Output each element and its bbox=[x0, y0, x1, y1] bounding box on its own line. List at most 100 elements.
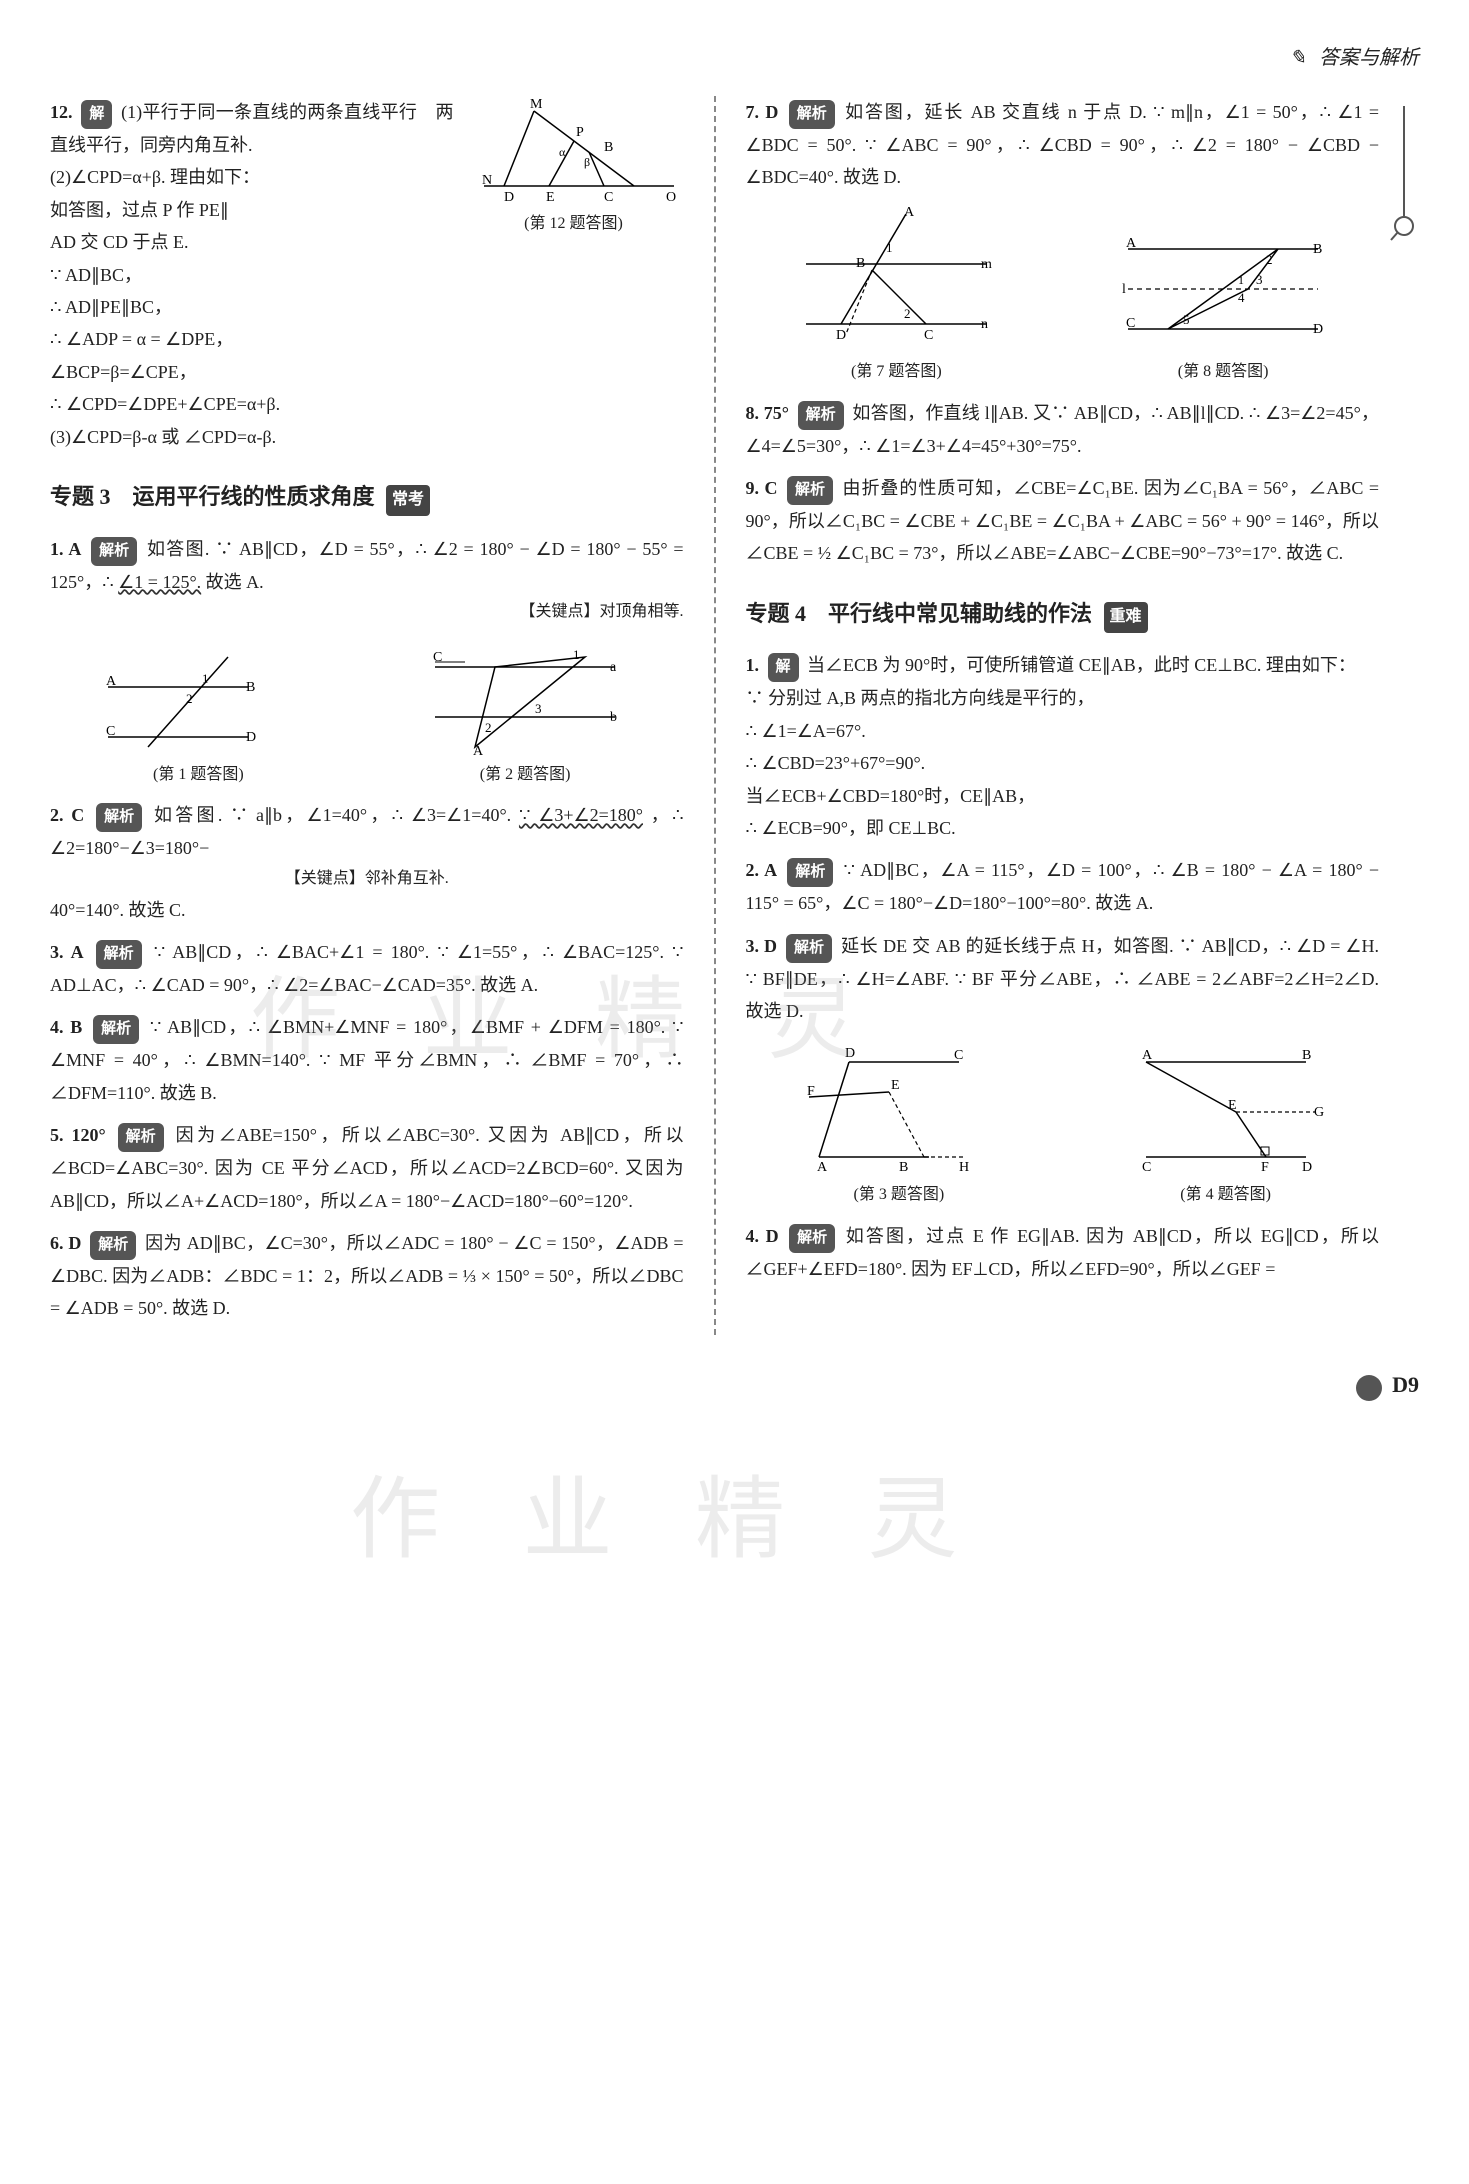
figure-q3r: D C F E A B H (第 3 题答图) bbox=[789, 1037, 1009, 1210]
section-title-3: 专题 3 运用平行线的性质求角度 常考 bbox=[50, 477, 684, 517]
analysis-tag: 解析 bbox=[96, 803, 142, 832]
q6: 6. D 解析 因为 AD∥BC，∠C=30°，所以∠ADC = 180° − … bbox=[50, 1227, 684, 1325]
figure-q4r: A B E G C F D (第 4 题答图) bbox=[1116, 1037, 1336, 1210]
svg-text:D: D bbox=[1313, 322, 1323, 337]
text: ∴ ∠ADP = α = ∠DPE， bbox=[50, 323, 684, 355]
disc-icon bbox=[1356, 1375, 1382, 1401]
svg-text:a: a bbox=[610, 660, 617, 675]
text-wavy: ∠1 = 125°. bbox=[118, 572, 201, 592]
text: ∵ AB∥CD，∴ ∠BAC+∠1 = 180°. ∵ ∠1=55°，∴ ∠BA… bbox=[50, 942, 684, 995]
svg-text:b: b bbox=[610, 710, 617, 725]
key-icon bbox=[1389, 106, 1419, 256]
svg-text:C: C bbox=[954, 1048, 963, 1063]
analysis-tag: 解析 bbox=[96, 940, 142, 969]
svg-text:B: B bbox=[246, 680, 255, 695]
item-number: 2. A bbox=[746, 860, 778, 880]
q7: 7. D 解析 如答图，延长 AB 交直线 n 于点 D. ∵ m∥n，∠1 =… bbox=[746, 96, 1380, 387]
text: ∴ AD∥PE∥BC， bbox=[50, 291, 454, 323]
svg-text:B: B bbox=[1313, 242, 1322, 257]
text: 如答图，过点 E 作 EG∥AB. 因为 AB∥CD，所以 EG∥CD，所以∠G… bbox=[746, 1226, 1380, 1279]
svg-text:E: E bbox=[891, 1078, 900, 1093]
q5: 5. 120° 解析 因为∠ABE=150°，所以∠ABC=30°. 又因为 A… bbox=[50, 1119, 684, 1217]
item-number: 7. D bbox=[746, 102, 779, 122]
text: 因为 AD∥BC，∠C=30°，所以∠ADC = 180° − ∠C = 150… bbox=[50, 1233, 684, 1318]
text: 由折叠的性质可知，∠CBE=∠C₁BE. 因为∠C₁BA = 56°，∠ABC … bbox=[746, 478, 1380, 563]
text: ∴ ∠ECB=90°，即 CE⊥BC. bbox=[746, 812, 1380, 844]
item-number: 8. 75° bbox=[746, 403, 789, 423]
q2: 2. C 解析 如答图. ∵ a∥b，∠1=40°，∴ ∠3=∠1=40°. ∵… bbox=[50, 799, 684, 926]
q1r: 1. 解 当∠ECB 为 90°时，可使所铺管道 CE∥AB，此时 CE⊥BC.… bbox=[746, 649, 1380, 844]
text: ∠BCP=β=∠CPE， bbox=[50, 356, 684, 388]
svg-text:B: B bbox=[856, 256, 865, 271]
svg-text:D: D bbox=[836, 328, 846, 343]
right-column: 7. D 解析 如答图，延长 AB 交直线 n 于点 D. ∵ m∥n，∠1 =… bbox=[746, 96, 1380, 1335]
section-badge: 常考 bbox=[386, 485, 430, 516]
svg-text:D: D bbox=[1302, 1160, 1312, 1175]
svg-text:C: C bbox=[1126, 316, 1135, 331]
analysis-tag: 解析 bbox=[787, 476, 833, 505]
svg-text:G: G bbox=[1314, 1105, 1324, 1120]
figure-caption: (第 2 题答图) bbox=[415, 761, 635, 790]
figure-caption: (第 8 题答图) bbox=[1108, 358, 1338, 387]
q3: 3. A 解析 ∵ AB∥CD，∴ ∠BAC+∠1 = 180°. ∵ ∠1=5… bbox=[50, 936, 684, 1001]
text: (3)∠CPD=β-α 或 ∠CPD=α-β. bbox=[50, 421, 684, 453]
text: ∴ ∠1=∠A=67°. bbox=[746, 715, 1380, 747]
text: ∵ 分别过 A,B 两点的指北方向线是平行的， bbox=[746, 682, 1380, 714]
figure-q2: C a b A 1 3 2 (第 2 题答图) bbox=[415, 637, 635, 790]
svg-text:P: P bbox=[576, 125, 584, 140]
svg-text:B: B bbox=[1302, 1048, 1311, 1063]
figure-q7: A m n B C D 1 2 (第 7 题答图) bbox=[786, 204, 1006, 387]
text: 当∠ECB+∠CBD=180°时，CE∥AB， bbox=[746, 780, 1380, 812]
analysis-tag: 解析 bbox=[118, 1123, 164, 1152]
section-text: 专题 3 运用平行线的性质求角度 bbox=[50, 484, 375, 509]
header-title: 答案与解析 bbox=[1319, 47, 1419, 69]
q9: 9. C 解析 由折叠的性质可知，∠CBE=∠C₁BE. 因为∠C₁BA = 5… bbox=[746, 472, 1380, 570]
svg-text:E: E bbox=[1228, 1098, 1237, 1113]
section-title-4: 专题 4 平行线中常见辅助线的作法 重难 bbox=[746, 594, 1380, 634]
svg-text:2: 2 bbox=[485, 720, 492, 735]
svg-text:α: α bbox=[559, 145, 566, 159]
figure-caption: (第 1 题答图) bbox=[98, 761, 298, 790]
svg-text:β: β bbox=[584, 155, 590, 169]
text: 如答图. ∵ a∥b，∠1=40°，∴ ∠3=∠1=40°. bbox=[154, 805, 519, 825]
svg-text:N: N bbox=[482, 173, 492, 188]
figure-caption: (第 4 题答图) bbox=[1116, 1181, 1336, 1210]
analysis-tag: 解析 bbox=[789, 100, 835, 129]
item-number: 4. D bbox=[746, 1226, 779, 1246]
answer-tag: 解 bbox=[81, 100, 112, 129]
svg-text:A: A bbox=[473, 744, 484, 757]
q3r: 3. D 解析 延长 DE 交 AB 的延长线于点 H，如答图. ∵ AB∥CD… bbox=[746, 930, 1380, 1211]
svg-text:2: 2 bbox=[904, 306, 911, 321]
svg-text:F: F bbox=[807, 1084, 815, 1099]
figure-caption: (第 3 题答图) bbox=[789, 1181, 1009, 1210]
section-badge: 重难 bbox=[1104, 602, 1148, 633]
text: 如答图，过点 P 作 PE∥ bbox=[50, 194, 454, 226]
svg-text:l: l bbox=[1122, 282, 1126, 297]
text: ∵ AD∥BC， bbox=[50, 259, 454, 291]
text-wavy: ∵ ∠3+∠2=180° bbox=[519, 805, 643, 825]
figure-caption: (第 12 题答图) bbox=[464, 210, 684, 239]
svg-text:A: A bbox=[904, 205, 915, 220]
svg-text:C: C bbox=[106, 724, 115, 739]
svg-text:M: M bbox=[530, 97, 543, 112]
figure-q12: M P B N D E C O α β (第 12 题答图) bbox=[464, 96, 684, 239]
svg-text:3: 3 bbox=[1256, 272, 1263, 287]
figure-q1: A B C D 1 2 (第 1 题答图) bbox=[98, 647, 298, 790]
text: ∴ ∠CBD=23°+67°=90°. bbox=[746, 747, 1380, 779]
text: ∴ ∠CPD=∠DPE+∠CPE=α+β. bbox=[50, 388, 684, 420]
q2r: 2. A 解析 ∵ AD∥BC，∠A = 115°，∠D = 100°，∴ ∠B… bbox=[746, 854, 1380, 919]
text: (2)∠CPD=α+β. 理由如下： bbox=[50, 161, 454, 193]
analysis-tag: 解析 bbox=[786, 934, 832, 963]
svg-text:D: D bbox=[246, 730, 256, 745]
page-footer: D9 bbox=[50, 1365, 1419, 1405]
svg-text:A: A bbox=[1126, 236, 1137, 251]
item-number: 5. 120° bbox=[50, 1125, 106, 1145]
svg-text:1: 1 bbox=[573, 647, 580, 662]
hint: 【关键点】邻补角互补. bbox=[50, 865, 684, 894]
svg-text:2: 2 bbox=[1266, 252, 1273, 267]
text: 40°=140°. 故选 C. bbox=[50, 894, 684, 926]
svg-text:A: A bbox=[106, 674, 117, 689]
analysis-tag: 解析 bbox=[789, 1224, 835, 1253]
watermark: 作 业 精 灵 bbox=[350, 1440, 988, 1602]
item-number: 6. D bbox=[50, 1233, 81, 1253]
